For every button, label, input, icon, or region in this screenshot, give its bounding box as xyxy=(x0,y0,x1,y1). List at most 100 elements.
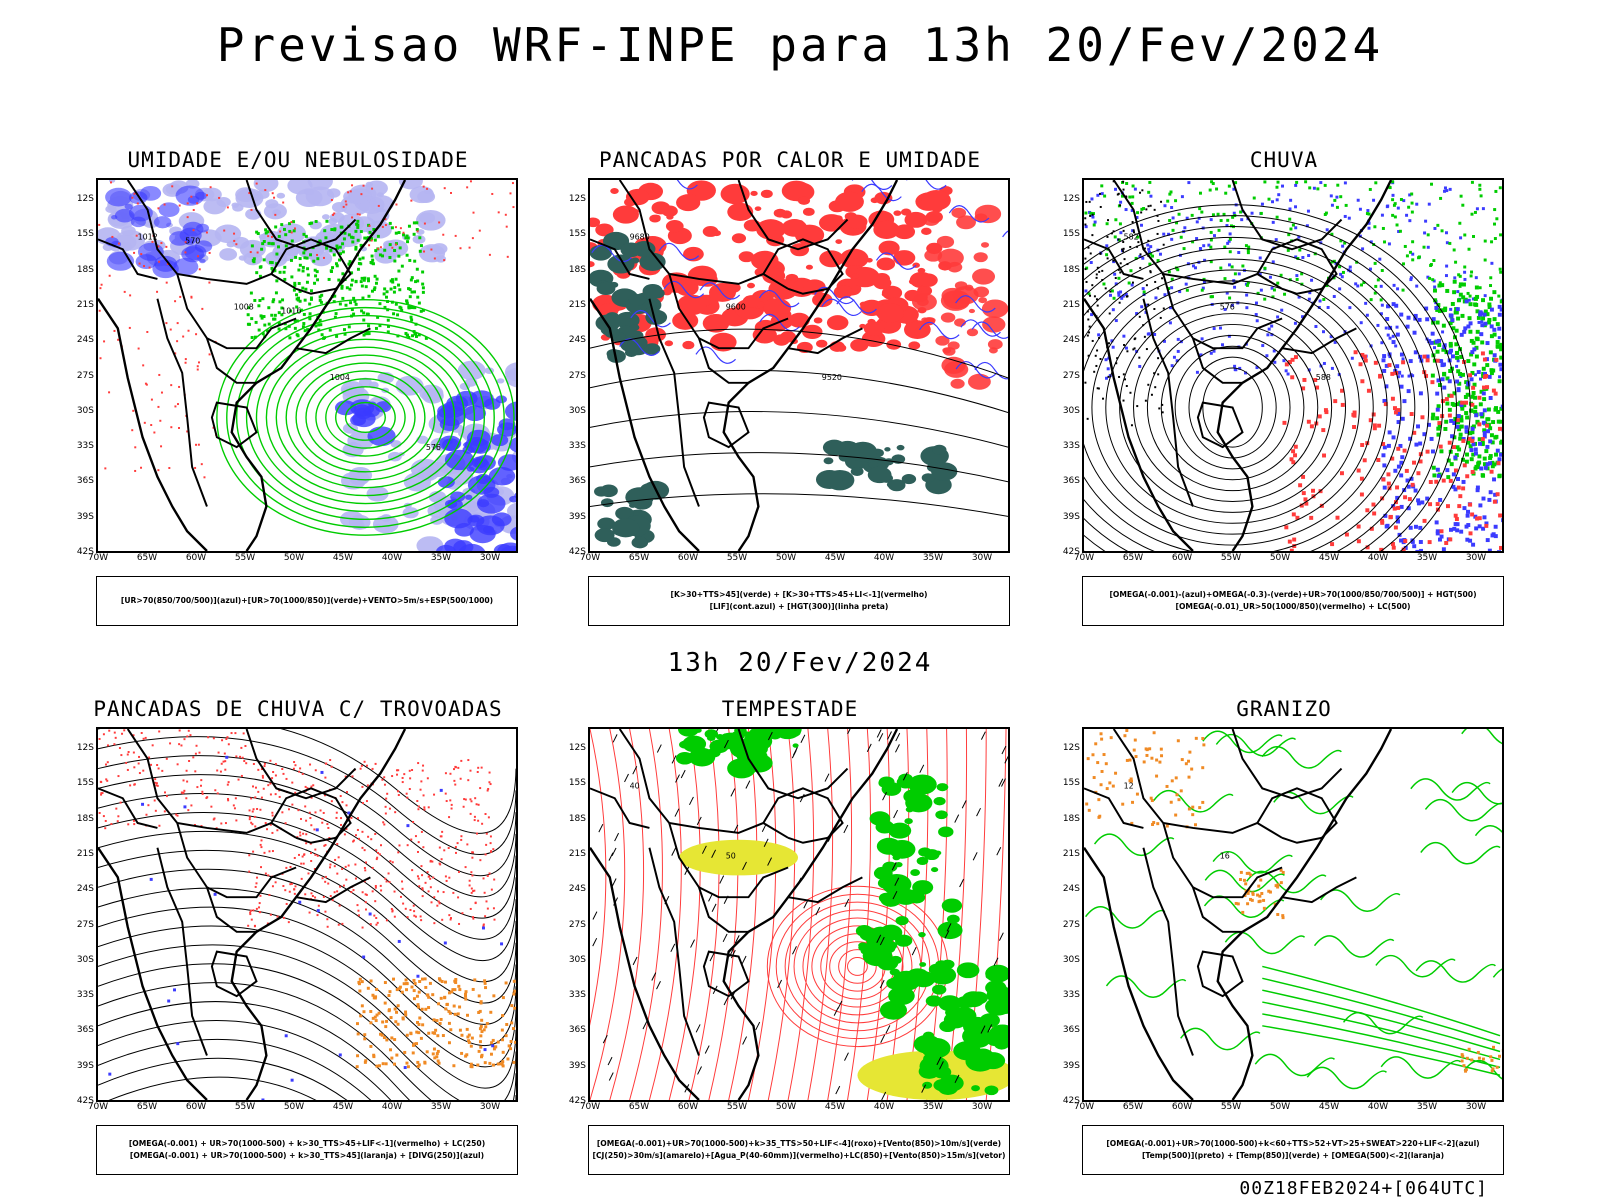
latitude-tick: 15S xyxy=(568,229,586,240)
latitude-tick: 18S xyxy=(568,264,586,275)
latitude-tick: 33S xyxy=(568,990,586,1001)
latitude-tick: 33S xyxy=(76,441,94,452)
forecast-map: 40 50 xyxy=(588,727,1010,1102)
longitude-tick: 40W xyxy=(873,553,895,563)
forecast-map xyxy=(96,727,518,1102)
longitude-tick: 30W xyxy=(479,553,501,563)
longitude-axis: 70W 65W 60W 55W 50W 45W 40W 35W 30W xyxy=(580,1102,1010,1116)
latitude-axis: 12S 15S 18S 21S 24S 27S 30S 33S 36S 39S 42S xyxy=(550,727,586,1106)
latitude-tick: 33S xyxy=(1062,441,1080,452)
latitude-tick: 39S xyxy=(76,511,94,522)
latitude-axis: 12S 15S 18S 21S 24S 27S 30S 33S 36S 39S 42S xyxy=(1044,727,1080,1106)
latitude-tick: 21S xyxy=(568,299,586,310)
longitude-tick: 50W xyxy=(1269,1102,1291,1112)
longitude-tick: 65W xyxy=(136,553,158,563)
longitude-tick: 35W xyxy=(1416,1102,1438,1112)
latitude-tick: 12S xyxy=(568,194,586,204)
legend-line: [OMEGA(-0.01)_UR>50(1000/850)(vermelho) … xyxy=(1175,602,1411,611)
panel-legend: [OMEGA(-0.001)-(azul)+OMEGA(-0.3)-(verde… xyxy=(1082,576,1504,626)
longitude-tick: 55W xyxy=(726,553,748,563)
longitude-tick: 35W xyxy=(922,553,944,563)
latitude-tick: 39S xyxy=(76,1060,94,1071)
longitude-tick: 60W xyxy=(185,1102,207,1112)
latitude-tick: 30S xyxy=(76,954,94,965)
longitude-axis: 70W 65W 60W 55W 50W 45W 40W 35W 30W xyxy=(580,553,1010,567)
latitude-tick: 30S xyxy=(568,954,586,965)
latitude-tick: 27S xyxy=(568,919,586,930)
latitude-tick: 27S xyxy=(76,919,94,930)
panel-chuva: CHUVA 582 576 588 12S 15S 18S 21S 24S 27S 30S 33S 36… xyxy=(1044,148,1524,628)
panel-legend: [OMEGA(-0.001)+UR>70(1000-500)+k>35_TTS>… xyxy=(588,1125,1010,1175)
latitude-tick: 21S xyxy=(1062,848,1080,859)
latitude-tick: 21S xyxy=(76,848,94,859)
latitude-tick: 30S xyxy=(1062,405,1080,416)
panel-umidade: UMIDADE E/OU NEBULOSIDADE 1012 1008 1004 576… xyxy=(58,148,538,628)
latitude-tick: 42S xyxy=(568,1096,586,1106)
contour-label: 1012 xyxy=(138,232,158,241)
legend-line: [LIF](cont.azul) + [HGT(300)](linha pret… xyxy=(709,602,889,611)
latitude-tick: 18S xyxy=(76,813,94,824)
longitude-tick: 40W xyxy=(873,1102,895,1112)
longitude-tick: 55W xyxy=(1220,1102,1242,1112)
longitude-tick: 55W xyxy=(726,1102,748,1112)
contour-label: 1008 xyxy=(234,303,254,312)
longitude-tick: 65W xyxy=(1122,1102,1144,1112)
contour-label: 576 xyxy=(426,443,441,452)
latitude-tick: 42S xyxy=(76,547,94,557)
latitude-tick: 36S xyxy=(1062,1025,1080,1036)
latitude-tick: 27S xyxy=(1062,370,1080,381)
latitude-tick: 27S xyxy=(1062,919,1080,930)
latitude-axis: 12S 15S 18S 21S 24S 27S 30S 33S 36S 39S 42S xyxy=(58,178,94,557)
panel-granizo: GRANIZO 12 16 12S 15S 18S 21S 24S 27S 30S 33S 36S 39… xyxy=(1044,697,1524,1177)
latitude-tick: 42S xyxy=(76,1096,94,1106)
latitude-tick: 36S xyxy=(76,1025,94,1036)
latitude-tick: 33S xyxy=(76,990,94,1001)
longitude-tick: 60W xyxy=(677,1102,699,1112)
longitude-tick: 50W xyxy=(283,1102,305,1112)
longitude-tick: 50W xyxy=(775,553,797,563)
longitude-tick: 45W xyxy=(1318,553,1340,563)
forecast-map: 582 576 588 xyxy=(1082,178,1504,553)
longitude-tick: 35W xyxy=(430,553,452,563)
contour-label: 582 xyxy=(1124,232,1139,241)
latitude-tick: 39S xyxy=(1062,511,1080,522)
latitude-tick: 39S xyxy=(568,1060,586,1071)
contour-label: 570 xyxy=(185,236,200,245)
latitude-tick: 24S xyxy=(76,884,94,895)
longitude-tick: 40W xyxy=(1367,1102,1389,1112)
longitude-tick: 40W xyxy=(1367,553,1389,563)
latitude-axis: 12S 15S 18S 21S 24S 27S 30S 33S 36S 39S 42S xyxy=(550,178,586,557)
longitude-tick: 30W xyxy=(971,553,993,563)
longitude-tick: 35W xyxy=(430,1102,452,1112)
latitude-tick: 36S xyxy=(568,476,586,487)
longitude-tick: 40W xyxy=(381,553,403,563)
latitude-tick: 12S xyxy=(76,743,94,753)
contour-label: 588 xyxy=(1316,373,1331,382)
latitude-tick: 15S xyxy=(1062,229,1080,240)
panel-title: CHUVA xyxy=(1249,148,1319,172)
latitude-tick: 12S xyxy=(76,194,94,204)
longitude-tick: 55W xyxy=(1220,553,1242,563)
legend-line: [CJ(250)>30m/s](amarelo)+[Agua_P(40-60mm… xyxy=(592,1151,1006,1160)
longitude-axis: 70W 65W 60W 55W 50W 45W 40W 35W 30W xyxy=(1074,553,1504,567)
forecast-map: 1012 1008 1004 576 570 1016 xyxy=(96,178,518,553)
panel-legend: [UR>70(850/700/500)](azul)+[UR>70(1000/8… xyxy=(96,576,518,626)
contour-label: 40 xyxy=(630,781,640,790)
longitude-tick: 50W xyxy=(1269,553,1291,563)
legend-line: [OMEGA(-0.001) + UR>70(1000-500) + k>30_… xyxy=(129,1151,485,1160)
longitude-tick: 70W xyxy=(579,553,601,563)
longitude-tick: 65W xyxy=(1122,553,1144,563)
longitude-tick: 35W xyxy=(922,1102,944,1112)
longitude-tick: 35W xyxy=(1416,553,1438,563)
panel-pancadas-trovoadas: PANCADAS DE CHUVA C/ TROVOADAS 12S 15S 18S 2… xyxy=(58,697,538,1177)
contour-label: 50 xyxy=(726,852,736,861)
contour-label: 1016 xyxy=(281,307,301,316)
contour-label: 12 xyxy=(1124,781,1134,790)
panel-title: PANCADAS DE CHUVA C/ TROVOADAS xyxy=(93,697,503,721)
forecast-time-label: 13h 20/Fev/2024 xyxy=(667,648,933,678)
latitude-tick: 30S xyxy=(568,405,586,416)
longitude-tick: 40W xyxy=(381,1102,403,1112)
latitude-tick: 39S xyxy=(1062,1060,1080,1071)
longitude-tick: 55W xyxy=(234,553,256,563)
panel-title: PANCADAS POR CALOR E UMIDADE xyxy=(598,148,981,172)
